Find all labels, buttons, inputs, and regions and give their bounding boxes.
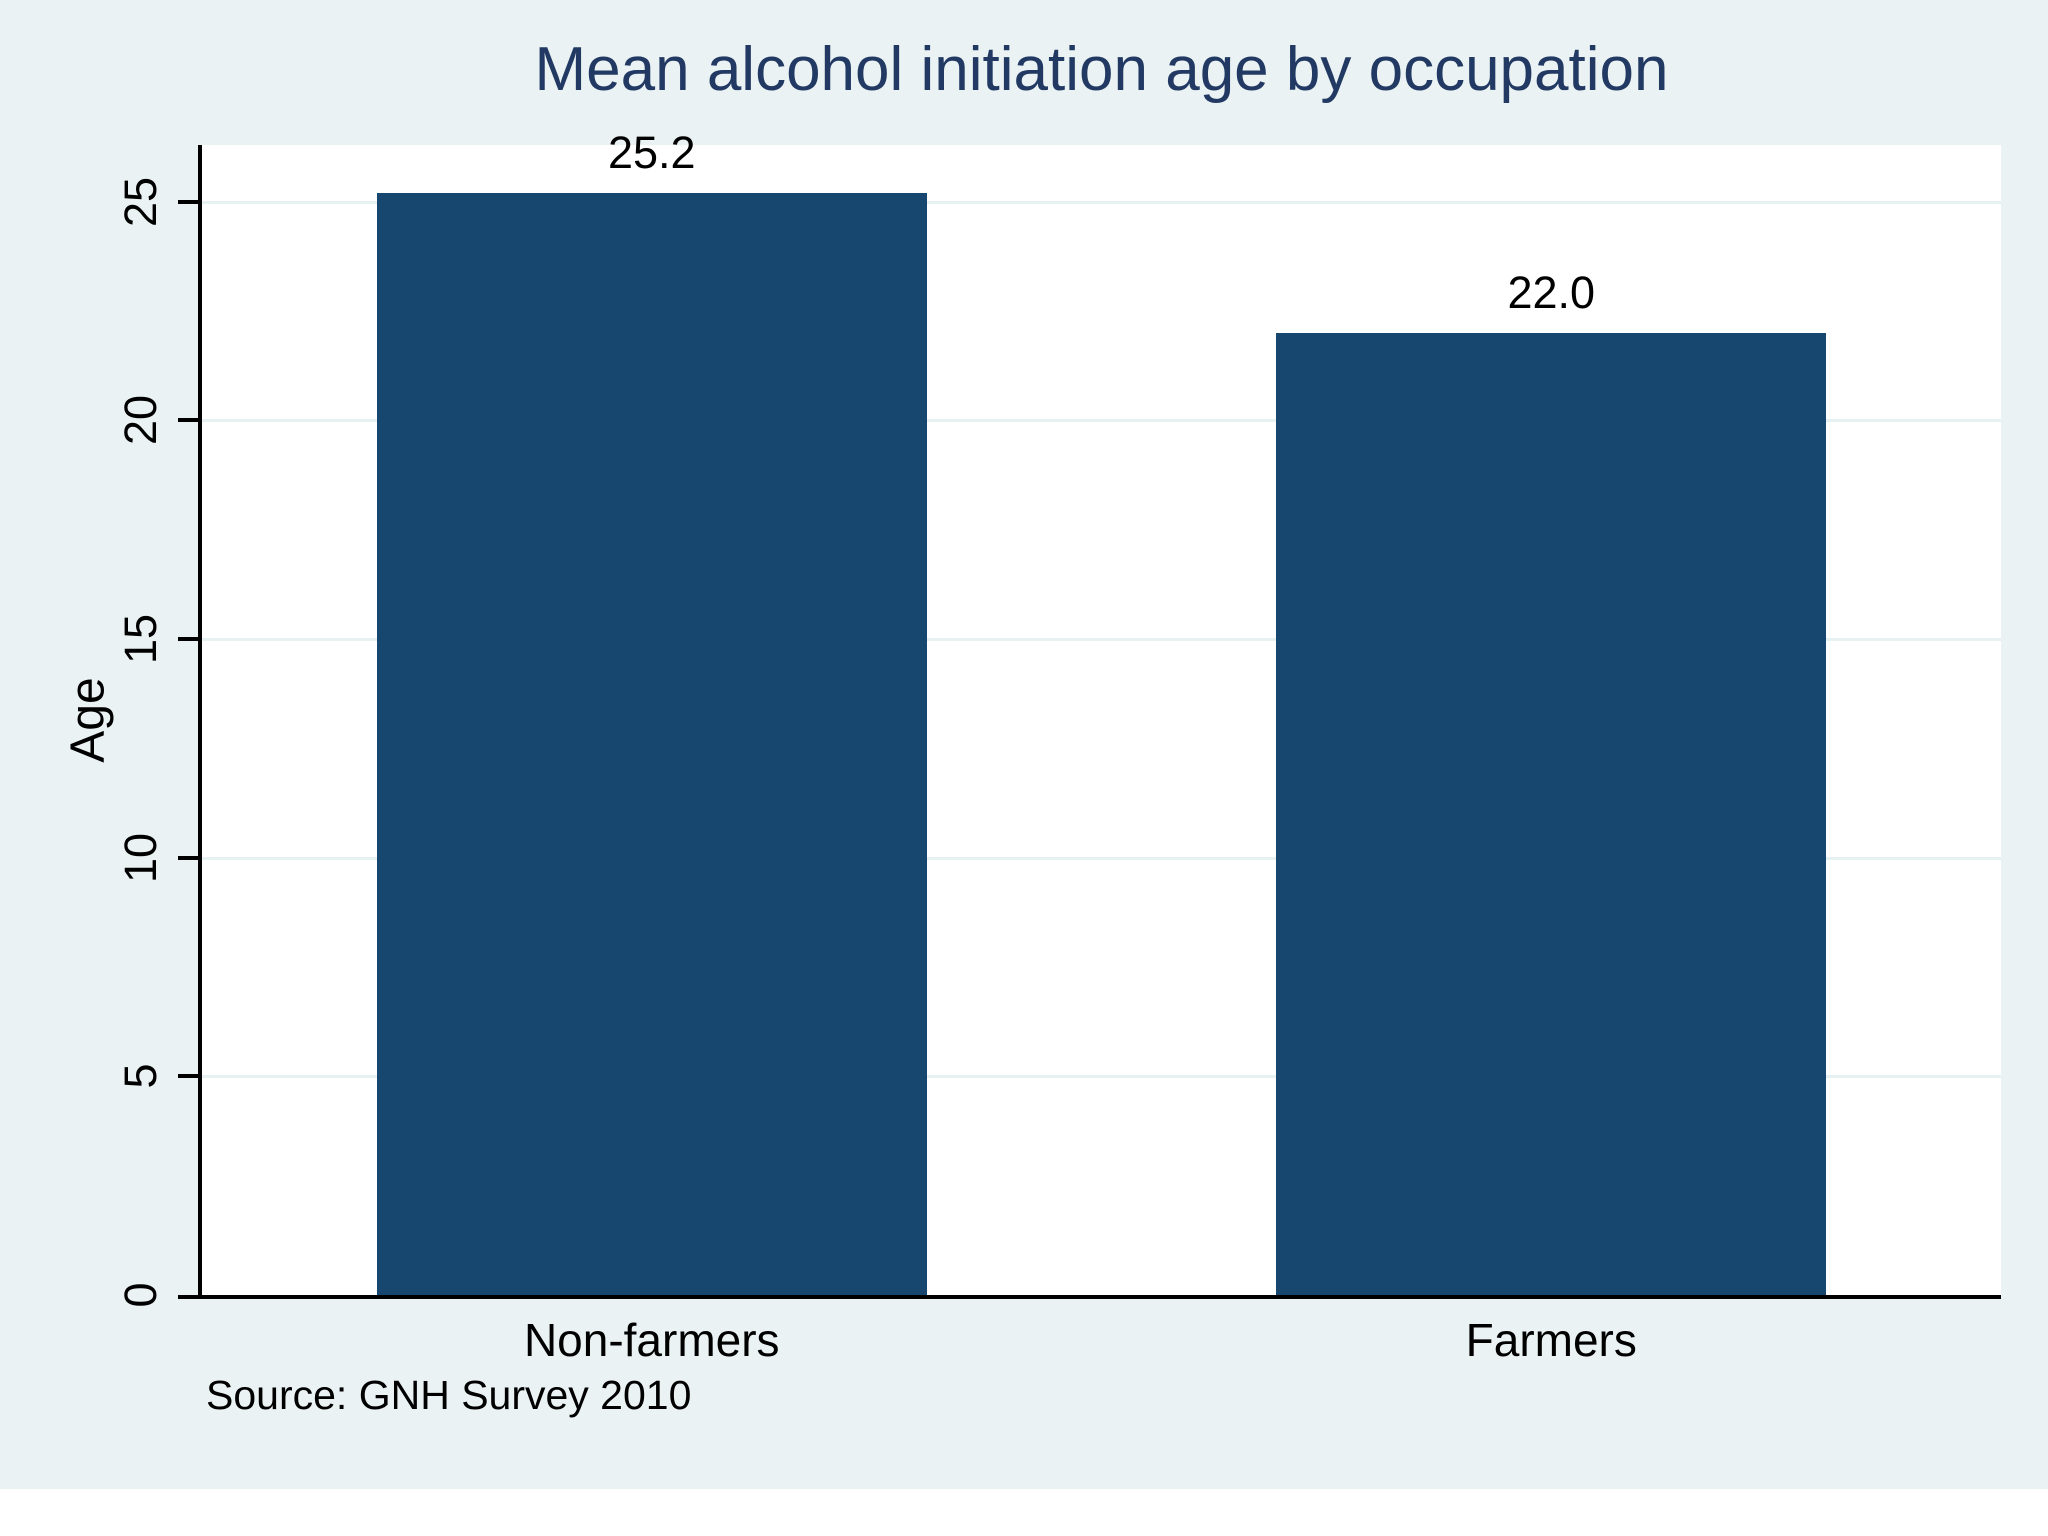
y-gridline xyxy=(202,856,2001,860)
y-tick-label: 10 xyxy=(115,832,166,883)
y-tick-mark xyxy=(178,418,198,423)
y-tick-mark xyxy=(178,1074,198,1079)
bar-value-label: 22.0 xyxy=(1507,267,1596,319)
y-tick-label: 25 xyxy=(115,176,166,227)
x-axis-line xyxy=(198,1295,2001,1299)
bar-non-farmers xyxy=(376,193,927,1295)
y-gridline xyxy=(202,419,2001,423)
bottom-margin xyxy=(0,1489,2048,1536)
bar-value-label: 25.2 xyxy=(607,127,696,179)
y-gridline xyxy=(202,638,2001,642)
y-tick-label: 20 xyxy=(115,395,166,446)
chart-title: Mean alcohol initiation age by occupatio… xyxy=(534,35,1669,104)
y-tick-mark xyxy=(178,637,198,642)
y-gridline xyxy=(202,1075,2001,1079)
y-tick-mark xyxy=(178,855,198,860)
y-axis-line xyxy=(198,145,202,1299)
y-tick-label: 0 xyxy=(115,1282,166,1308)
x-category-label: Non-farmers xyxy=(523,1314,780,1366)
y-axis-title: Age xyxy=(61,677,115,763)
x-category-label: Farmers xyxy=(1465,1314,1637,1366)
y-tick-mark xyxy=(178,199,198,204)
y-tick-mark xyxy=(178,1295,198,1299)
bar-farmers xyxy=(1276,333,1827,1295)
source-note: Source: GNH Survey 2010 xyxy=(206,1372,692,1418)
plot-area xyxy=(202,145,2001,1295)
y-tick-label: 15 xyxy=(115,614,166,665)
y-tick-label: 5 xyxy=(115,1063,166,1089)
y-gridline xyxy=(202,200,2001,204)
